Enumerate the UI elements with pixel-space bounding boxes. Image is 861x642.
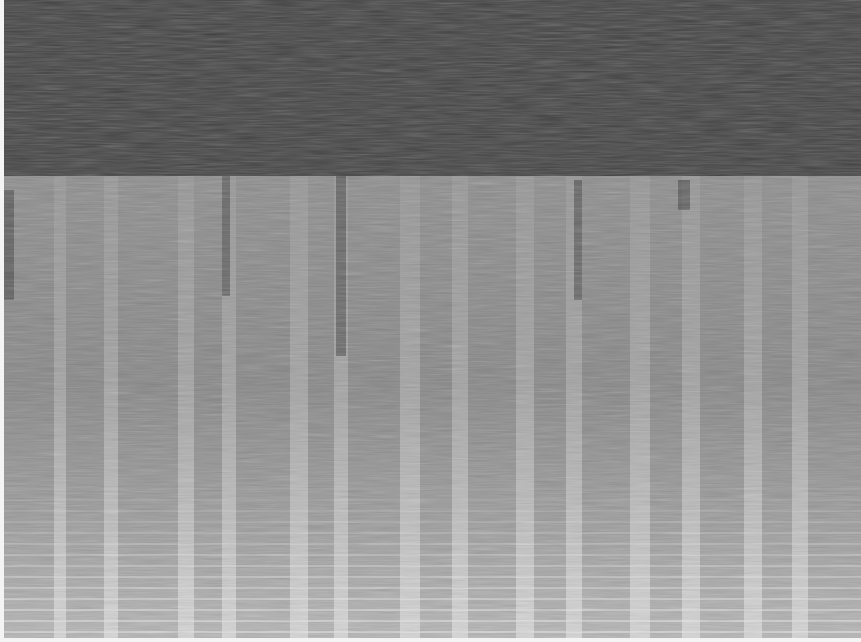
page: ​ {} html, body { margin: 0; padding: 0;… bbox=[0, 0, 861, 642]
page-body bbox=[0, 0, 861, 642]
spectrogram bbox=[0, 0, 861, 642]
noise-texture bbox=[4, 0, 861, 638]
